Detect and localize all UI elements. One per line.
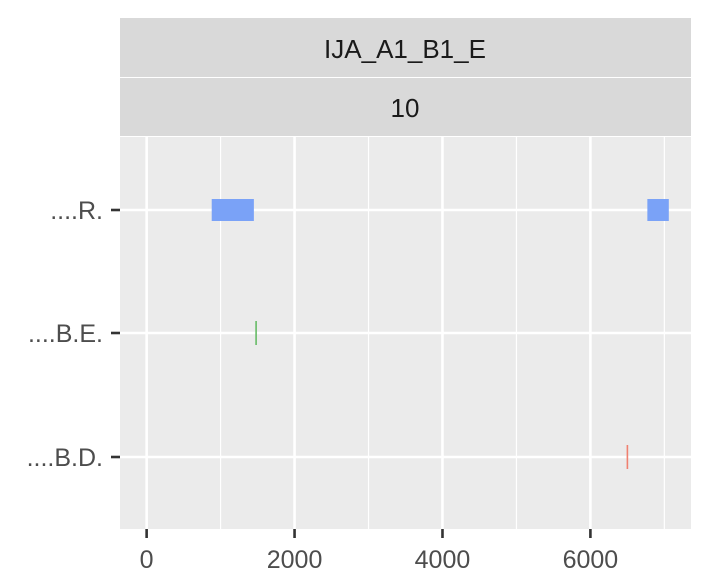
y-tick-label: ....B.E. [28,320,103,348]
x-tick-label: 6000 [563,546,619,574]
facet-strip-top-label: IJA_A1_B1_E [324,34,486,64]
facet-strip-second [120,78,691,136]
range-bar [647,199,669,221]
x-tick-label: 2000 [267,546,323,574]
x-tick-label: 0 [140,546,154,574]
axis-layer: ....R. ....B.E. ....B.D. 0 2000 4000 6000 [27,197,619,574]
y-tick-label: ....R. [50,197,103,225]
facet-strip-second-label: 10 [391,93,420,123]
range-bar [211,199,254,221]
facet-strip-top [120,18,691,77]
marks-layer [211,199,669,469]
x-tick-label: 4000 [415,546,471,574]
y-tick-label: ....B.D. [27,444,103,472]
grid-layer [120,137,691,529]
